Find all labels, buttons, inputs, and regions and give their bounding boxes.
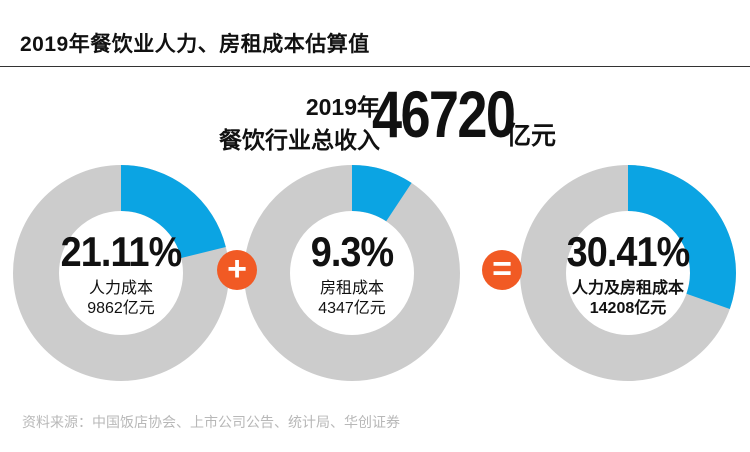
donut-labor-percent: 21.11%	[60, 228, 183, 275]
donut-rent-slice	[244, 165, 460, 381]
total-label: 餐饮行业总收入	[219, 127, 380, 153]
total-year: 2019年	[305, 94, 380, 120]
donut-total-label: 人力及房租成本	[571, 280, 684, 297]
total-value: 46720	[372, 77, 516, 151]
total-unit: 亿元	[506, 122, 557, 150]
donut-labor-amount: 9862亿元	[87, 300, 155, 317]
equals-operator-icon: =	[482, 250, 522, 290]
donut-total-text: 30.41% 人力及房租成本 14208亿元	[543, 229, 713, 319]
plus-operator-icon: +	[217, 250, 257, 290]
donut-rent-percent: 9.3%	[310, 228, 394, 275]
chart-title: 2019年餐饮业人力、房租成本估算值	[20, 33, 370, 56]
donut-rent-label: 房租成本	[319, 280, 384, 297]
donut-total-percent: 30.41%	[566, 228, 691, 275]
donut-rent-amount: 4347亿元	[318, 300, 386, 317]
donut-rent-text: 9.3% 房租成本 4347亿元	[267, 229, 437, 319]
donut-labor-slice	[13, 165, 229, 381]
donut-total-amount: 14208亿元	[589, 300, 667, 317]
donut-labor-text: 21.11% 人力成本 9862亿元	[36, 229, 206, 319]
donut-labor-label: 人力成本	[88, 280, 153, 297]
title-divider	[0, 66, 750, 67]
source-note: 资料来源：中国饭店协会、上市公司公告、统计局、华创证券	[22, 414, 400, 430]
donut-total-slice	[520, 165, 736, 381]
